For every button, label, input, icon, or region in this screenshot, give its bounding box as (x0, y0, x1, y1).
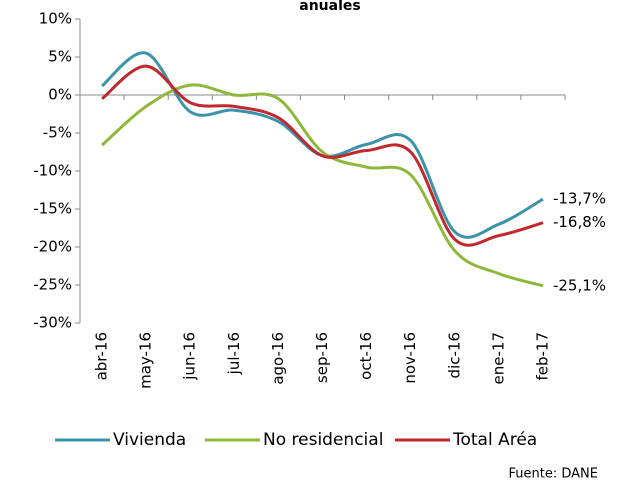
x-tick-label: nov-16 (401, 332, 419, 384)
y-tick-label: 5% (48, 48, 72, 66)
x-tick-label: may-16 (137, 332, 155, 389)
y-tick-label: -15% (33, 200, 72, 218)
y-tick-label: -30% (33, 314, 72, 332)
x-tick-label: oct-16 (357, 332, 375, 380)
y-tick-label: -10% (33, 162, 72, 180)
y-tick-label: -20% (33, 238, 72, 256)
data-label: -16,8% (553, 213, 606, 231)
source: Fuente: DANE (509, 467, 598, 482)
x-tick-label: jul-16 (225, 332, 243, 375)
x-tick-label: ene-17 (489, 332, 507, 384)
data-label: -13,7% (553, 190, 606, 208)
y-tick-label: 10% (39, 10, 72, 28)
x-tick-label: sep-16 (313, 332, 331, 383)
y-tick-label: -25% (33, 276, 72, 294)
x-tick-label: abr-16 (93, 332, 111, 380)
legend-label: Total Aréa (452, 430, 537, 450)
line (101, 83, 544, 288)
x-tick-label: dic-16 (445, 332, 463, 378)
legend-label: Vivienda (113, 430, 186, 450)
chart-title: anuales (299, 0, 360, 14)
x-tick-label: ago-16 (269, 332, 287, 385)
legend-label: No residencial (263, 430, 383, 450)
data-label: -25,1% (553, 276, 606, 294)
y-tick-label: 0% (48, 86, 72, 104)
x-tick-label: jun-16 (181, 332, 199, 381)
y-tick-label: -5% (43, 124, 72, 142)
line (101, 64, 544, 247)
x-tick-label: feb-17 (533, 332, 551, 381)
